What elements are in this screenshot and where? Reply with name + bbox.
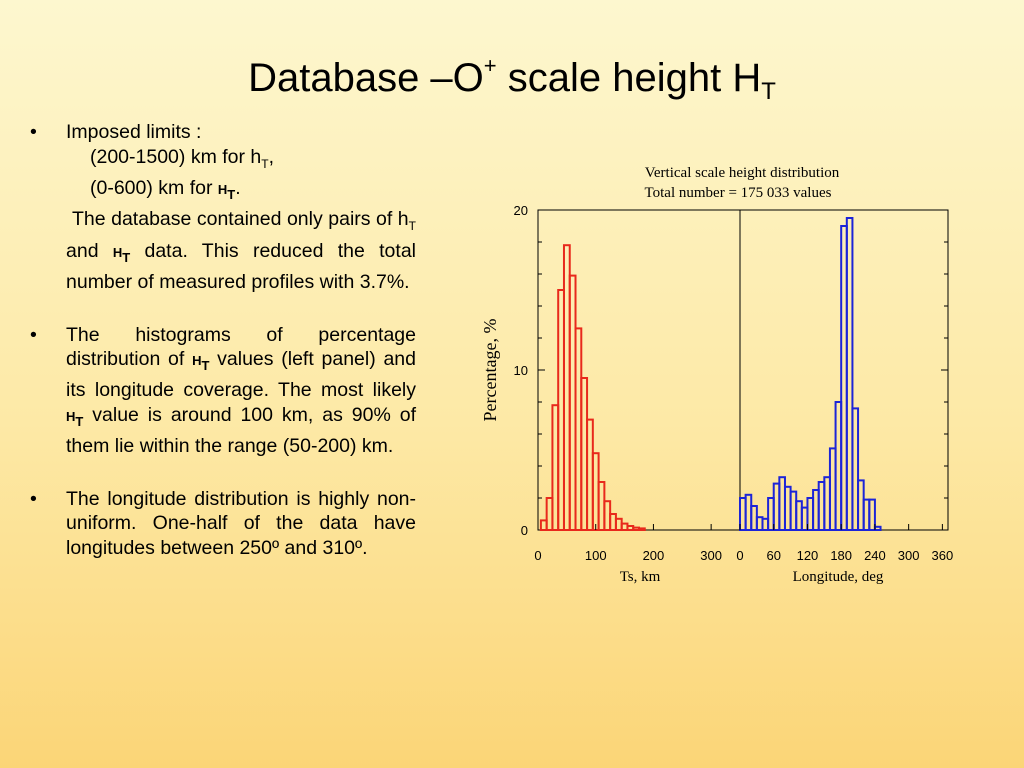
bullet-histograms: • The histograms of percentage distribut…	[30, 323, 416, 458]
plot-area: 00101020200100200300060120180240300360	[514, 203, 954, 563]
bullet-dot: •	[30, 487, 37, 510]
chart-subtitle: Total number = 175 033 values	[645, 185, 832, 201]
bullet-list: • Imposed limits : (200-1500) km for hT,…	[30, 120, 416, 588]
x-tick-label: 100	[585, 548, 607, 563]
x-tick-label: 300	[898, 548, 920, 563]
x-tick-label: 0	[736, 548, 743, 563]
histogram-bar	[851, 407, 860, 531]
histogram-bar	[638, 527, 646, 531]
bullet-longitude: • The longitude distribution is highly n…	[30, 487, 416, 559]
title-main: Database –O	[248, 56, 484, 100]
x-tick-label: 360	[932, 548, 954, 563]
x-tick-label: 200	[643, 548, 665, 563]
histogram-bar	[845, 217, 854, 531]
x-tick-label: 60	[766, 548, 780, 563]
y-tick-label-left: 0	[521, 523, 528, 538]
bullet-dot: •	[30, 323, 37, 346]
y-tick-label-left: 10	[514, 363, 528, 378]
histogram-bar	[873, 525, 882, 531]
x-axis-label-ts: Ts, km	[620, 569, 661, 585]
histogram-chart: Vertical scale height distribution Total…	[480, 165, 954, 585]
x-tick-label: 300	[700, 548, 722, 563]
database-paragraph: The database contained only pairs of hT …	[66, 208, 416, 294]
histogram-bar	[868, 498, 876, 532]
y-axis-label: Percentage, %	[480, 319, 500, 422]
x-tick-label: 0	[534, 548, 541, 563]
title-rest: scale height H	[496, 56, 762, 100]
chart-title: Vertical scale height distribution	[645, 165, 840, 181]
bullet-label: Imposed limits :	[66, 121, 202, 143]
y-tick-label-left: 20	[514, 203, 528, 218]
bullet-imposed-limits: • Imposed limits : (200-1500) km for hT,…	[30, 120, 416, 295]
bullet-dot: •	[30, 121, 37, 143]
x-tick-label: 240	[864, 548, 886, 563]
x-axis-label-longitude: Longitude, deg	[793, 569, 884, 585]
slide-title: Database –O+ scale height HT	[0, 38, 1024, 120]
title-subscript: T	[761, 78, 776, 105]
x-tick-label: 180	[830, 548, 852, 563]
limit-line-2: (0-600) km for HT.	[90, 176, 241, 202]
title-superscript: +	[483, 53, 497, 78]
limit-line-1: (200-1500) km for hT,	[90, 145, 275, 171]
x-tick-label: 120	[797, 548, 819, 563]
